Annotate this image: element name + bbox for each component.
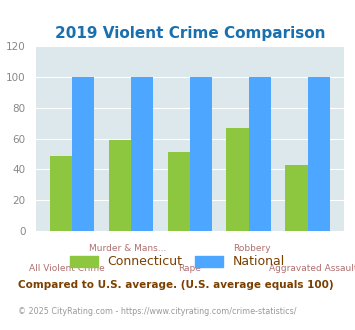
- Text: Robbery: Robbery: [233, 244, 271, 253]
- Text: Aggravated Assault: Aggravated Assault: [269, 264, 355, 273]
- Bar: [226, 128, 249, 231]
- Bar: [308, 77, 330, 231]
- Bar: [72, 77, 94, 231]
- Text: © 2025 CityRating.com - https://www.cityrating.com/crime-statistics/: © 2025 CityRating.com - https://www.city…: [18, 307, 296, 316]
- Text: Murder & Mans...: Murder & Mans...: [89, 244, 167, 253]
- Bar: [109, 140, 131, 231]
- Title: 2019 Violent Crime Comparison: 2019 Violent Crime Comparison: [55, 26, 325, 41]
- Bar: [190, 77, 212, 231]
- Bar: [285, 165, 308, 231]
- Text: Compared to U.S. average. (U.S. average equals 100): Compared to U.S. average. (U.S. average …: [18, 280, 333, 290]
- Text: All Violent Crime: All Violent Crime: [28, 264, 104, 273]
- Bar: [50, 155, 72, 231]
- Legend: Connecticut, National: Connecticut, National: [70, 255, 285, 268]
- Text: Rape: Rape: [179, 264, 201, 273]
- Bar: [131, 77, 153, 231]
- Bar: [168, 152, 190, 231]
- Bar: [249, 77, 271, 231]
